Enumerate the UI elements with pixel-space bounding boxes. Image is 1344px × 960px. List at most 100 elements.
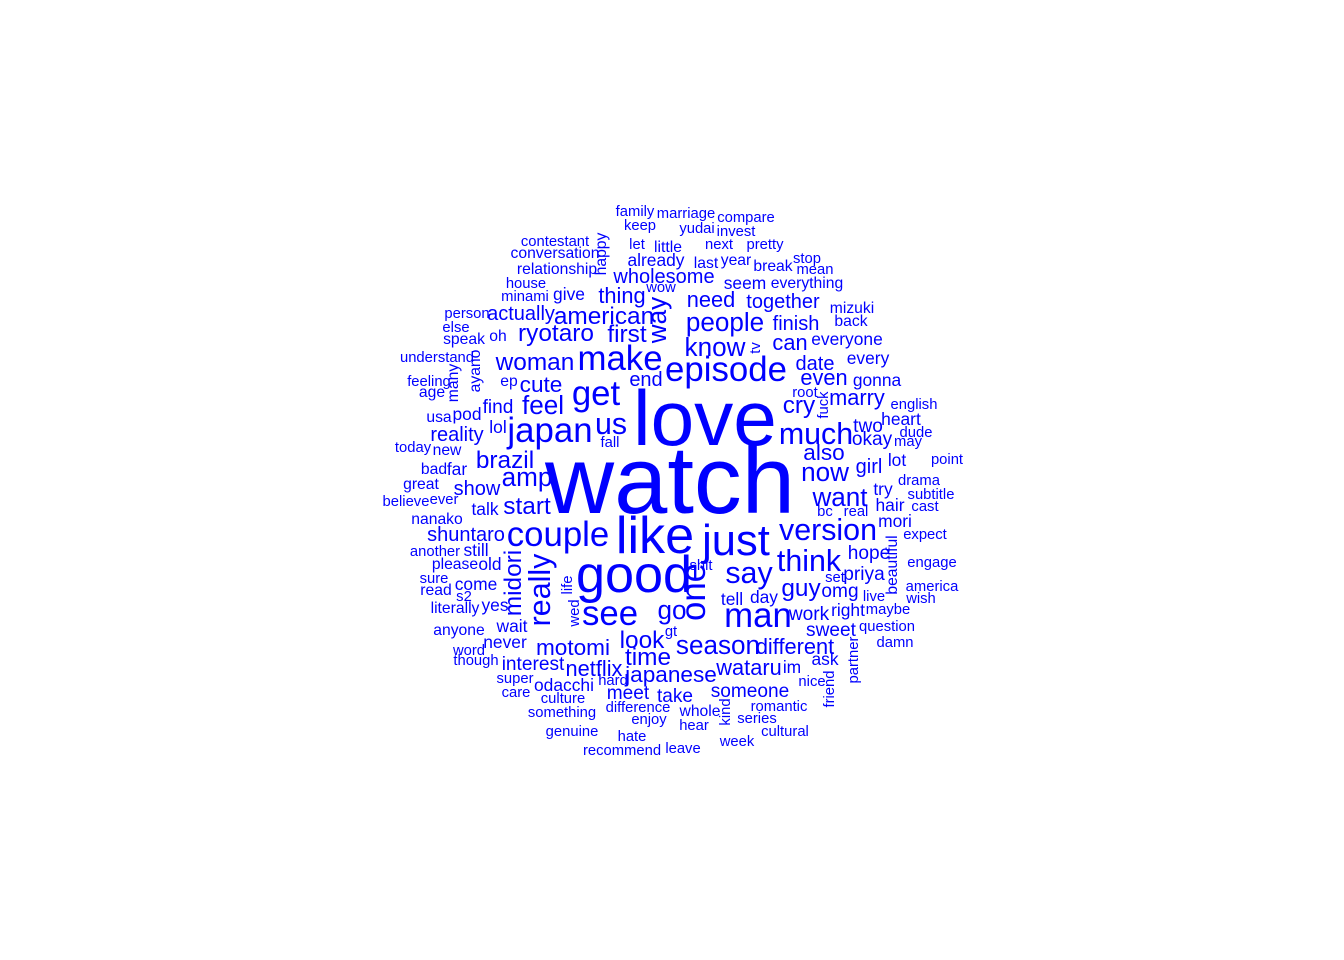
word-also: also xyxy=(803,440,844,465)
word-america: america xyxy=(906,579,959,595)
word-interest: interest xyxy=(502,654,565,675)
word-ever: ever xyxy=(430,492,459,508)
word-feel: feel xyxy=(522,390,564,420)
word-still: still xyxy=(463,540,488,560)
word-couple: couple xyxy=(507,515,610,554)
word-dude: dude xyxy=(900,425,933,441)
word-everything: everything xyxy=(771,275,843,292)
word-seem: seem xyxy=(724,273,767,293)
word-every: every xyxy=(847,348,890,368)
word-day: day xyxy=(750,587,778,607)
word-reality: reality xyxy=(430,424,483,446)
word-beautiful: beautiful xyxy=(884,535,901,594)
word-see: see xyxy=(582,594,638,633)
word-please: please xyxy=(432,556,479,573)
word-never: never xyxy=(483,632,527,652)
word-two: two xyxy=(853,416,883,437)
word-super: super xyxy=(496,671,533,687)
word-year: year xyxy=(721,252,752,269)
word-much: much xyxy=(779,417,853,451)
word-priya: priya xyxy=(843,564,885,585)
word-take: take xyxy=(657,686,693,707)
word-wow: wow xyxy=(645,280,676,296)
word-s2: s2 xyxy=(456,589,472,605)
word-find: find xyxy=(483,397,514,418)
word-live: live xyxy=(863,589,885,605)
word-like: like xyxy=(616,507,694,565)
word-else: else xyxy=(442,320,469,336)
word-now: now xyxy=(801,457,849,487)
word-pretty: pretty xyxy=(746,237,784,253)
word-oh: oh xyxy=(489,328,506,345)
word-ask: ask xyxy=(811,649,838,669)
word-whole: whole xyxy=(679,703,721,720)
word-know: know xyxy=(685,332,746,362)
word-believe: believe xyxy=(383,494,430,510)
word-family: family xyxy=(616,204,655,220)
word-english: english xyxy=(891,397,938,413)
word-bad: bad xyxy=(421,461,447,478)
word-mizuki: mizuki xyxy=(830,300,874,317)
word-japan: japan xyxy=(506,411,592,450)
word-series: series xyxy=(737,711,776,727)
word-lot: lot xyxy=(888,450,907,470)
word-okay: okay xyxy=(852,429,893,450)
word-leave: leave xyxy=(665,741,700,757)
word-recommend: recommend xyxy=(583,743,661,759)
word-people: people xyxy=(686,307,764,337)
word-think: think xyxy=(777,544,842,578)
word-great: great xyxy=(403,476,439,493)
word-odacchi: odacchi xyxy=(534,675,594,695)
word-first: first xyxy=(607,321,647,348)
word-break: break xyxy=(753,258,792,275)
word-give: give xyxy=(553,284,585,304)
word-house: house xyxy=(506,276,546,292)
word-wish: wish xyxy=(905,591,936,607)
word-actually: actually xyxy=(487,303,555,325)
word-love: love xyxy=(633,374,777,462)
word-literally: literally xyxy=(431,600,480,617)
word-ep: ep xyxy=(500,373,518,390)
word-motomi: motomi xyxy=(536,635,610,660)
word-episode: episode xyxy=(665,350,787,389)
word-guy: guy xyxy=(781,575,821,602)
word-version: version xyxy=(779,513,877,547)
word-relationship: relationship xyxy=(517,261,598,278)
word-japanese: japanese xyxy=(624,662,717,687)
word-look: look xyxy=(620,627,666,654)
word-amp: amp xyxy=(502,462,553,492)
word-get: get xyxy=(572,374,621,413)
word-compare: compare xyxy=(717,210,775,226)
word-person: person xyxy=(444,306,489,322)
word-watch: watch xyxy=(544,427,795,534)
word-together: together xyxy=(746,291,820,313)
word-stop: stop xyxy=(793,251,821,267)
word-marry: marry xyxy=(829,385,885,410)
word-cute: cute xyxy=(520,372,563,397)
word-need: need xyxy=(687,287,736,312)
word-age: age xyxy=(419,384,445,401)
word-woman: woman xyxy=(495,349,575,376)
word-work: work xyxy=(788,604,830,625)
word-drama: drama xyxy=(898,473,941,489)
word-conversation: conversation xyxy=(511,245,600,262)
word-happy: happy xyxy=(593,232,610,275)
word-cast: cast xyxy=(911,499,938,515)
word-anyone: anyone xyxy=(433,622,485,639)
word-romantic: romantic xyxy=(751,699,808,715)
word-today: today xyxy=(395,440,432,456)
word-brazil: brazil xyxy=(476,447,534,474)
word-thing: thing xyxy=(598,283,645,308)
word-season: season xyxy=(676,630,760,660)
word-already: already xyxy=(627,250,684,270)
word-way: way xyxy=(642,297,672,344)
word-back: back xyxy=(834,313,867,330)
word-mean: mean xyxy=(796,262,833,278)
word-sweet: sweet xyxy=(806,620,857,641)
word-lol: lol xyxy=(489,417,506,437)
word-shit: shit xyxy=(689,558,712,574)
word-friend: friend xyxy=(822,670,838,707)
word-ryotaro: ryotaro xyxy=(518,320,594,347)
word-keep: keep xyxy=(624,218,656,234)
word-many: many xyxy=(445,364,462,403)
